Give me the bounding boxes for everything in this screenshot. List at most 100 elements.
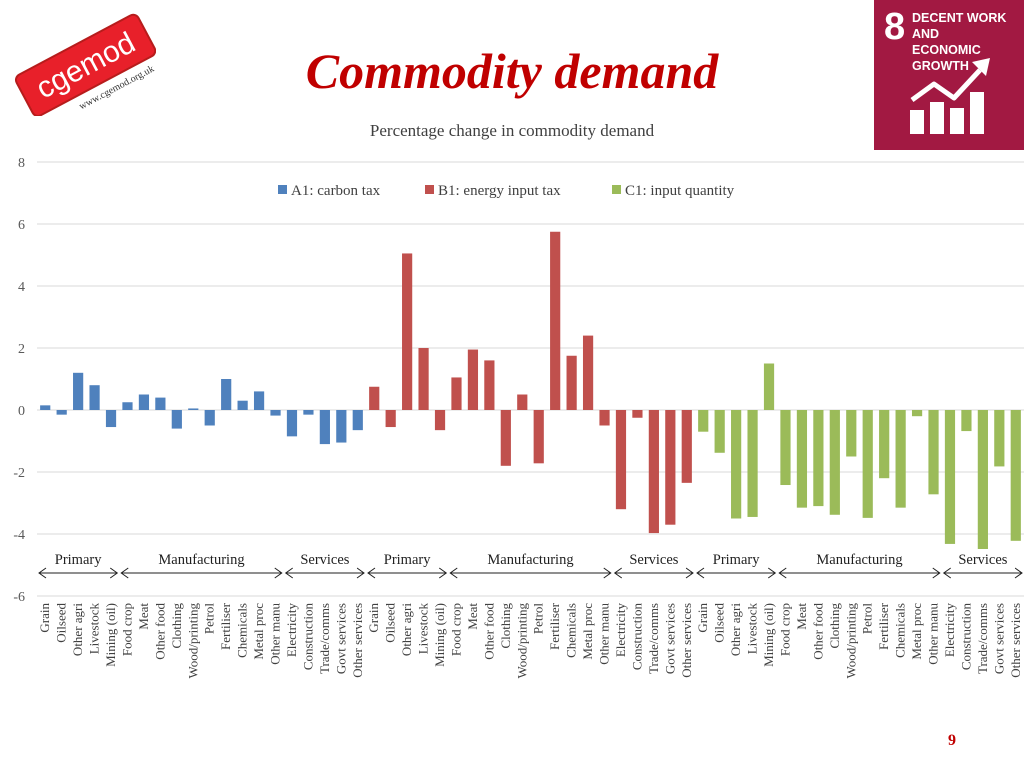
group-label: Primary (55, 552, 102, 568)
page-number: 9 (948, 732, 956, 749)
group-label: Primary (384, 552, 431, 568)
group-label: Services (300, 552, 349, 568)
chart-title: Percentage change in commodity demand (369, 121, 655, 140)
bar (879, 410, 890, 479)
legend-swatch (425, 185, 434, 194)
bar (319, 410, 330, 445)
bar (253, 391, 265, 410)
arrow-head (120, 567, 129, 579)
group-label-bg (621, 549, 686, 569)
x-tick-label: Other manu (926, 603, 941, 665)
group-label-bg (379, 549, 436, 569)
x-tick-label: Chemicals (893, 603, 908, 658)
arrow-head (685, 567, 694, 579)
x-tick-label: Wood/printing (843, 603, 858, 679)
bar (517, 394, 528, 410)
bar (204, 410, 215, 426)
bar (89, 385, 100, 410)
bar (780, 410, 791, 486)
bar (484, 360, 495, 410)
x-tick-label: Other food (481, 603, 496, 660)
x-tick-label: Meat (465, 603, 480, 630)
x-tick-label: Grain (366, 603, 381, 633)
x-tick-label: Food crop (777, 603, 792, 656)
bar (895, 410, 906, 508)
bar (138, 394, 150, 410)
bar (418, 348, 429, 410)
x-tick-label: Other agri (399, 603, 414, 656)
y-tick-label: -4 (13, 528, 25, 543)
arrow-head (284, 567, 294, 579)
arrow-head (603, 567, 612, 579)
bar (747, 410, 758, 517)
bar (829, 410, 840, 515)
y-tick-label: 2 (18, 342, 25, 357)
group-label: Manufacturing (487, 552, 573, 568)
group-label: Services (958, 552, 1007, 568)
bar (451, 377, 462, 410)
group-label: Primary (713, 552, 760, 568)
x-tick-label: Chemicals (564, 603, 579, 658)
x-tick-label: Clothing (498, 603, 513, 649)
growth-chart-icon (910, 58, 990, 134)
legend-swatch (278, 185, 287, 194)
arrow-head (109, 567, 119, 579)
bar (533, 410, 544, 464)
sdg-label: DECENT WORK AND ECONOMIC GROWTH (912, 10, 1022, 74)
sdg-badge: 8 DECENT WORK AND ECONOMIC GROWTH (874, 0, 1024, 150)
x-tick-label: Govt services (333, 603, 348, 674)
bar (500, 410, 511, 466)
bar (286, 410, 298, 437)
bar (56, 410, 67, 415)
bar (648, 410, 659, 534)
x-tick-label: Other food (152, 603, 167, 660)
bar (994, 410, 1005, 467)
legend-label: A1: carbon tax (291, 183, 381, 199)
bar (698, 410, 709, 432)
x-tick-label: Electricity (284, 603, 299, 658)
x-tick-label: Electricity (613, 603, 628, 658)
bar (385, 410, 396, 428)
legend-label: B1: energy input tax (438, 183, 561, 199)
bar (40, 405, 51, 410)
x-tick-label: Livestock (416, 603, 431, 655)
arrow-head (449, 567, 458, 579)
x-tick-label: Other services (1008, 603, 1023, 678)
x-tick-label: Grain (37, 603, 52, 633)
bar (188, 408, 199, 410)
bar (467, 349, 479, 410)
x-tick-label: Metal proc (251, 603, 266, 660)
sdg-label-line1: DECENT WORK AND (912, 11, 1007, 41)
x-tick-label: Govt services (991, 603, 1006, 674)
x-tick-label: Meat (136, 603, 151, 630)
x-tick-label: Food crop (448, 603, 463, 656)
arrow-head (38, 567, 47, 579)
x-tick-label: Clothing (827, 603, 842, 649)
bar (1010, 410, 1021, 541)
group-label-bg (149, 549, 254, 569)
group-label-bg (807, 549, 912, 569)
legend-item: A1: carbon tax (278, 183, 380, 200)
x-tick-label: Other manu (597, 603, 612, 665)
arrow-head (1014, 567, 1023, 579)
y-tick-label: -2 (13, 466, 25, 481)
x-tick-label: Trade/comms (317, 603, 332, 674)
x-tick-label: Construction (629, 603, 644, 671)
arrow-head (767, 567, 777, 579)
y-tick-label: -6 (13, 590, 25, 605)
x-tick-label: Mining (oil) (103, 603, 118, 667)
bar (731, 410, 742, 519)
x-tick-label: Oilseed (54, 603, 69, 643)
bar (336, 410, 347, 443)
x-tick-label: Trade/comms (975, 603, 990, 674)
x-tick-label: Fertiliser (547, 602, 562, 650)
bar (303, 410, 314, 415)
bar (763, 363, 775, 410)
bar (171, 410, 182, 429)
bar (681, 410, 692, 483)
bar (155, 397, 166, 410)
bar (582, 335, 594, 410)
bar (977, 410, 988, 559)
arrow-head (932, 567, 941, 579)
